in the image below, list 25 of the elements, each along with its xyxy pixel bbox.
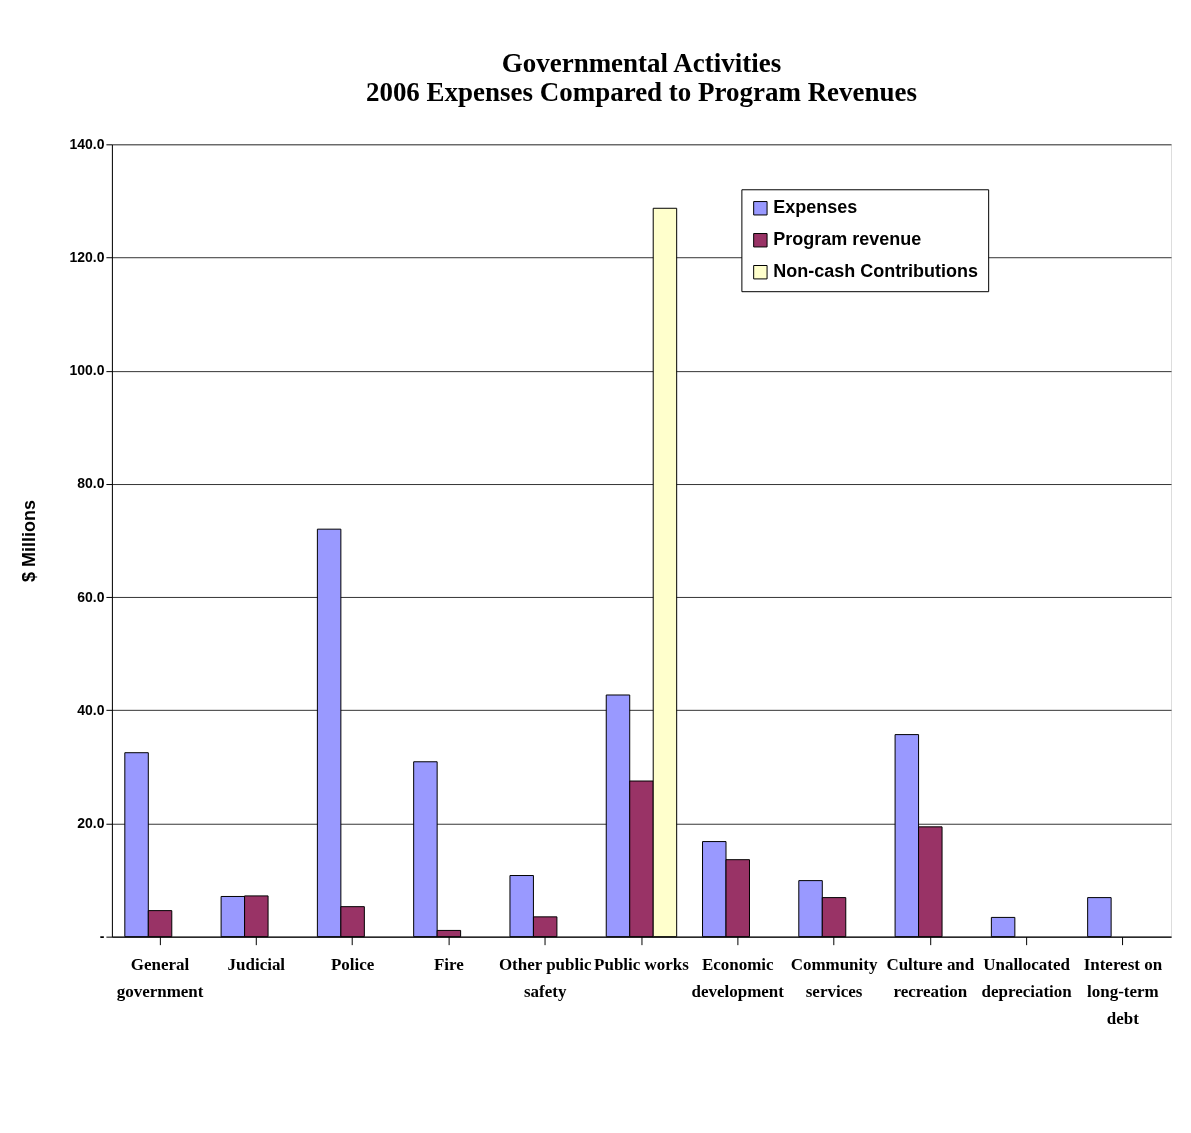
legend-label: Non-cash Contributions xyxy=(773,261,978,282)
x-tick-label: Public works xyxy=(594,955,690,975)
legend-label: Expenses xyxy=(773,197,858,218)
y-tick-label: 120.0 xyxy=(69,249,105,266)
y-tick-label: 80.0 xyxy=(77,475,105,492)
y-tick-label: 40.0 xyxy=(77,701,105,718)
x-tick-label: Culture and recreation xyxy=(886,955,975,1002)
y-tick-label: 100.0 xyxy=(69,362,105,379)
x-tick-label: Judicial xyxy=(227,955,286,975)
x-tick-label: Police xyxy=(330,955,375,975)
text: Governmental Activities xyxy=(501,48,782,79)
y-tick-label: 20.0 xyxy=(77,814,105,831)
legend-label: Program revenue xyxy=(773,229,922,250)
y-tick-label: 60.0 xyxy=(77,588,105,605)
y-tick-label: 140.0 xyxy=(69,135,105,152)
x-tick-label: Economic development xyxy=(691,955,785,1002)
x-tick-label: Fire xyxy=(433,955,465,975)
x-tick-label: Other public safety xyxy=(498,955,592,1002)
x-tick-label: General government xyxy=(116,955,204,1002)
x-tick-label: Unallocated depreciation xyxy=(981,955,1073,1002)
x-tick-label: Community services xyxy=(790,955,878,1002)
y-axis-title: $ Millions xyxy=(19,500,40,582)
y-tick-label: - xyxy=(99,928,105,945)
text: 2006 Expenses Compared to Program Revenues xyxy=(365,77,918,108)
x-tick-label: Interest on long-term debt xyxy=(1083,955,1163,1029)
